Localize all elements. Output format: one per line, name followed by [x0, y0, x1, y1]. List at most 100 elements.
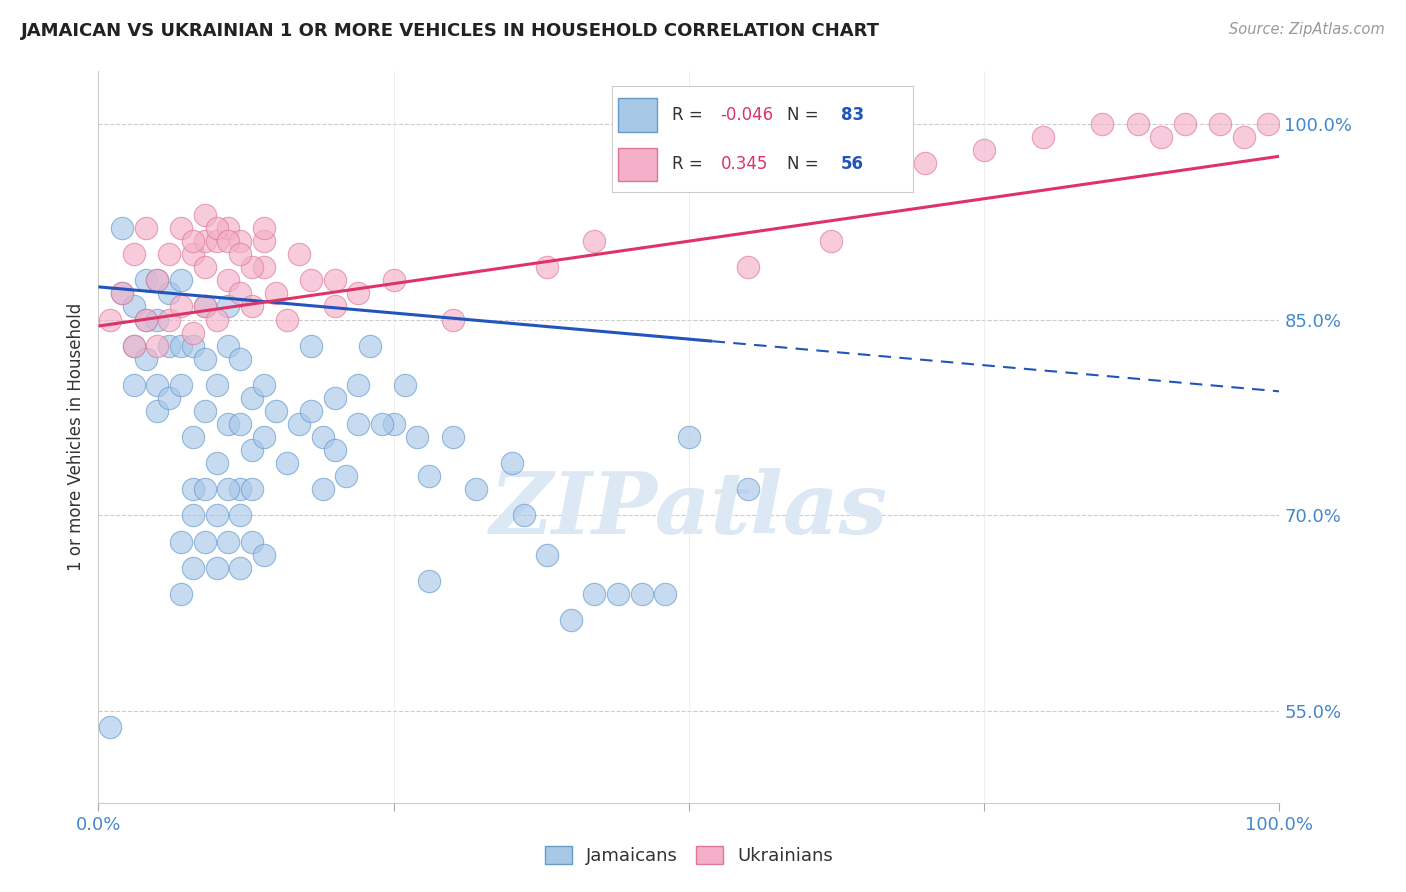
Point — [194, 208, 217, 222]
Point — [382, 417, 405, 431]
Point — [157, 247, 180, 261]
Point — [253, 234, 276, 248]
Point — [205, 312, 228, 326]
Point — [122, 300, 145, 314]
Point — [973, 143, 995, 157]
Point — [229, 286, 252, 301]
Point — [146, 404, 169, 418]
Point — [111, 286, 134, 301]
Point — [181, 339, 204, 353]
Point — [181, 483, 204, 497]
Point — [111, 286, 134, 301]
Point — [157, 391, 180, 405]
Point — [240, 443, 263, 458]
Point — [630, 587, 652, 601]
Point — [1209, 117, 1232, 131]
Point — [583, 234, 606, 248]
Point — [135, 351, 157, 366]
Point — [205, 377, 228, 392]
Point — [335, 469, 357, 483]
Point — [264, 286, 287, 301]
Point — [170, 221, 193, 235]
Point — [229, 351, 252, 366]
Point — [98, 720, 121, 734]
Point — [135, 312, 157, 326]
Point — [253, 548, 276, 562]
Point — [194, 260, 217, 275]
Point — [146, 312, 169, 326]
Point — [299, 273, 322, 287]
Point — [217, 273, 239, 287]
Point — [181, 247, 204, 261]
Point — [1174, 117, 1197, 131]
Point — [323, 443, 346, 458]
Point — [240, 483, 263, 497]
Point — [170, 377, 193, 392]
Point — [229, 508, 252, 523]
Point — [205, 221, 228, 235]
Point — [323, 300, 346, 314]
Point — [194, 234, 217, 248]
Point — [583, 587, 606, 601]
Point — [253, 221, 276, 235]
Point — [253, 430, 276, 444]
Point — [146, 273, 169, 287]
Point — [288, 417, 311, 431]
Point — [122, 377, 145, 392]
Point — [229, 560, 252, 574]
Point — [264, 404, 287, 418]
Point — [194, 404, 217, 418]
Point — [170, 339, 193, 353]
Point — [194, 534, 217, 549]
Point — [217, 417, 239, 431]
Point — [240, 300, 263, 314]
Point — [323, 391, 346, 405]
Point — [194, 300, 217, 314]
Point — [820, 234, 842, 248]
Point — [229, 234, 252, 248]
Point — [135, 312, 157, 326]
Point — [299, 404, 322, 418]
Y-axis label: 1 or more Vehicles in Household: 1 or more Vehicles in Household — [66, 303, 84, 571]
Text: Source: ZipAtlas.com: Source: ZipAtlas.com — [1229, 22, 1385, 37]
Point — [312, 430, 335, 444]
Point — [135, 273, 157, 287]
Point — [536, 548, 558, 562]
Point — [217, 300, 239, 314]
Point — [205, 560, 228, 574]
Point — [1150, 129, 1173, 144]
Point — [737, 483, 759, 497]
Point — [418, 469, 440, 483]
Point — [229, 483, 252, 497]
Point — [607, 587, 630, 601]
Point — [240, 534, 263, 549]
Point — [170, 300, 193, 314]
Point — [157, 312, 180, 326]
Point — [299, 339, 322, 353]
Point — [1257, 117, 1279, 131]
Point — [217, 221, 239, 235]
Point — [217, 339, 239, 353]
Point — [441, 430, 464, 444]
Point — [347, 377, 370, 392]
Point — [914, 156, 936, 170]
Point — [217, 534, 239, 549]
Point — [170, 534, 193, 549]
Point — [194, 351, 217, 366]
Point — [170, 273, 193, 287]
Point — [654, 587, 676, 601]
Point — [253, 377, 276, 392]
Point — [253, 260, 276, 275]
Point — [181, 430, 204, 444]
Text: ZIPatlas: ZIPatlas — [489, 468, 889, 552]
Point — [217, 483, 239, 497]
Point — [135, 221, 157, 235]
Point — [323, 273, 346, 287]
Point — [394, 377, 416, 392]
Point — [205, 456, 228, 470]
Point — [312, 483, 335, 497]
Point — [181, 508, 204, 523]
Point — [122, 247, 145, 261]
Point — [240, 260, 263, 275]
Point — [1126, 117, 1149, 131]
